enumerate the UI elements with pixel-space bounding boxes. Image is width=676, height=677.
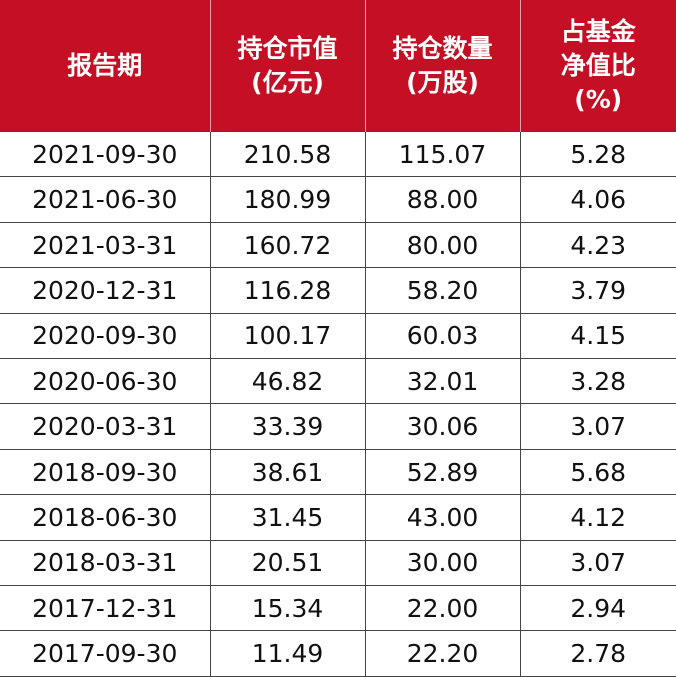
table-cell: 2021-09-30 xyxy=(0,130,211,178)
table-cell: 31.45 xyxy=(209,494,366,541)
table-row: 2018-09-30 38.61 52.89 5.68 xyxy=(0,448,676,496)
table-cell: 38.61 xyxy=(209,448,366,496)
table-row: 2018-06-30 31.45 43.00 4.12 xyxy=(0,494,676,541)
table-cell: 2.78 xyxy=(519,630,676,677)
table-cell: 2020-12-31 xyxy=(0,267,211,314)
table-cell: 2018-09-30 xyxy=(0,448,211,496)
table-cell: 2.94 xyxy=(519,585,676,632)
table-body: 2021-09-30 210.58 115.07 5.28 2021-06-30 180.… xyxy=(0,130,676,677)
header-text: 报告期 xyxy=(67,50,143,80)
table-cell: 2020-09-30 xyxy=(0,312,211,360)
table-cell: 88.00 xyxy=(364,176,521,223)
table-cell: 52.89 xyxy=(364,448,521,496)
table-row: 2021-09-30 210.58 115.07 5.28 xyxy=(0,130,676,178)
table-row: 2018-03-31 20.51 30.00 3.07 xyxy=(0,539,676,587)
table-cell: 11.49 xyxy=(209,630,366,677)
table-cell: 5.28 xyxy=(519,130,676,178)
table-cell: 116.28 xyxy=(209,267,366,314)
header-cell: 占基金净值比 (%) xyxy=(520,0,676,132)
table-row: 2020-09-30 100.17 60.03 4.15 xyxy=(0,312,676,360)
table-row: 2017-09-30 11.49 22.20 2.78 xyxy=(0,630,676,677)
table-cell: 46.82 xyxy=(209,358,366,405)
table-cell: 4.06 xyxy=(519,176,676,223)
table-cell: 15.34 xyxy=(209,585,366,632)
header-text: 持仓数量 xyxy=(392,33,493,63)
header-cell: 报告期 xyxy=(0,0,211,132)
table-row: 2021-06-30 180.99 88.00 4.06 xyxy=(0,176,676,223)
table-cell: 30.00 xyxy=(364,539,521,587)
table-cell: 60.03 xyxy=(364,312,521,360)
table-row: 2020-03-31 33.39 30.06 3.07 xyxy=(0,403,676,450)
table-row: 2021-03-31 160.72 80.00 4.23 xyxy=(0,221,676,269)
header-text: (%) xyxy=(574,84,623,114)
table-cell: 4.15 xyxy=(519,312,676,360)
table-cell: 4.12 xyxy=(519,494,676,541)
header-text: (万股) xyxy=(406,67,479,97)
table-cell: 3.79 xyxy=(519,267,676,314)
header-text: 占基金 xyxy=(560,16,636,46)
table-cell: 2018-06-30 xyxy=(0,494,211,541)
table-cell: 5.68 xyxy=(519,448,676,496)
table-cell: 3.07 xyxy=(519,539,676,587)
table-cell: 22.00 xyxy=(364,585,521,632)
table-cell: 2021-06-30 xyxy=(0,176,211,223)
table-cell: 210.58 xyxy=(209,130,366,178)
table-cell: 2017-12-31 xyxy=(0,585,211,632)
header-text: (亿元) xyxy=(251,67,324,97)
header-cell: 持仓数量 (万股) xyxy=(365,0,521,132)
table-cell: 20.51 xyxy=(209,539,366,587)
table-cell: 115.07 xyxy=(364,130,521,178)
table-cell: 180.99 xyxy=(209,176,366,223)
table-row: 2020-06-30 46.82 32.01 3.28 xyxy=(0,358,676,405)
table-cell: 32.01 xyxy=(364,358,521,405)
table-cell: 30.06 xyxy=(364,403,521,450)
table-cell: 2017-09-30 xyxy=(0,630,211,677)
table-cell: 4.23 xyxy=(519,221,676,269)
header-cell: 持仓市值 (亿元) xyxy=(210,0,366,132)
table-cell: 160.72 xyxy=(209,221,366,269)
header-text: 净值比 xyxy=(560,50,636,80)
table-cell: 100.17 xyxy=(209,312,366,360)
table-cell: 33.39 xyxy=(209,403,366,450)
table-cell: 22.20 xyxy=(364,630,521,677)
header-text: 持仓市值 xyxy=(237,33,338,63)
table-cell: 2021-03-31 xyxy=(0,221,211,269)
table-cell: 80.00 xyxy=(364,221,521,269)
table-row: 2020-12-31 116.28 58.20 3.79 xyxy=(0,267,676,314)
table-row: 2017-12-31 15.34 22.00 2.94 xyxy=(0,585,676,632)
table-cell: 2020-03-31 xyxy=(0,403,211,450)
table-cell: 2020-06-30 xyxy=(0,358,211,405)
table-cell: 3.28 xyxy=(519,358,676,405)
table-cell: 43.00 xyxy=(364,494,521,541)
table-cell: 58.20 xyxy=(364,267,521,314)
table-cell: 3.07 xyxy=(519,403,676,450)
table-cell: 2018-03-31 xyxy=(0,539,211,587)
header-row: 报告期 持仓市值 (亿元) 持仓数量 (万股) 占基金净值比 (%) xyxy=(0,0,676,132)
